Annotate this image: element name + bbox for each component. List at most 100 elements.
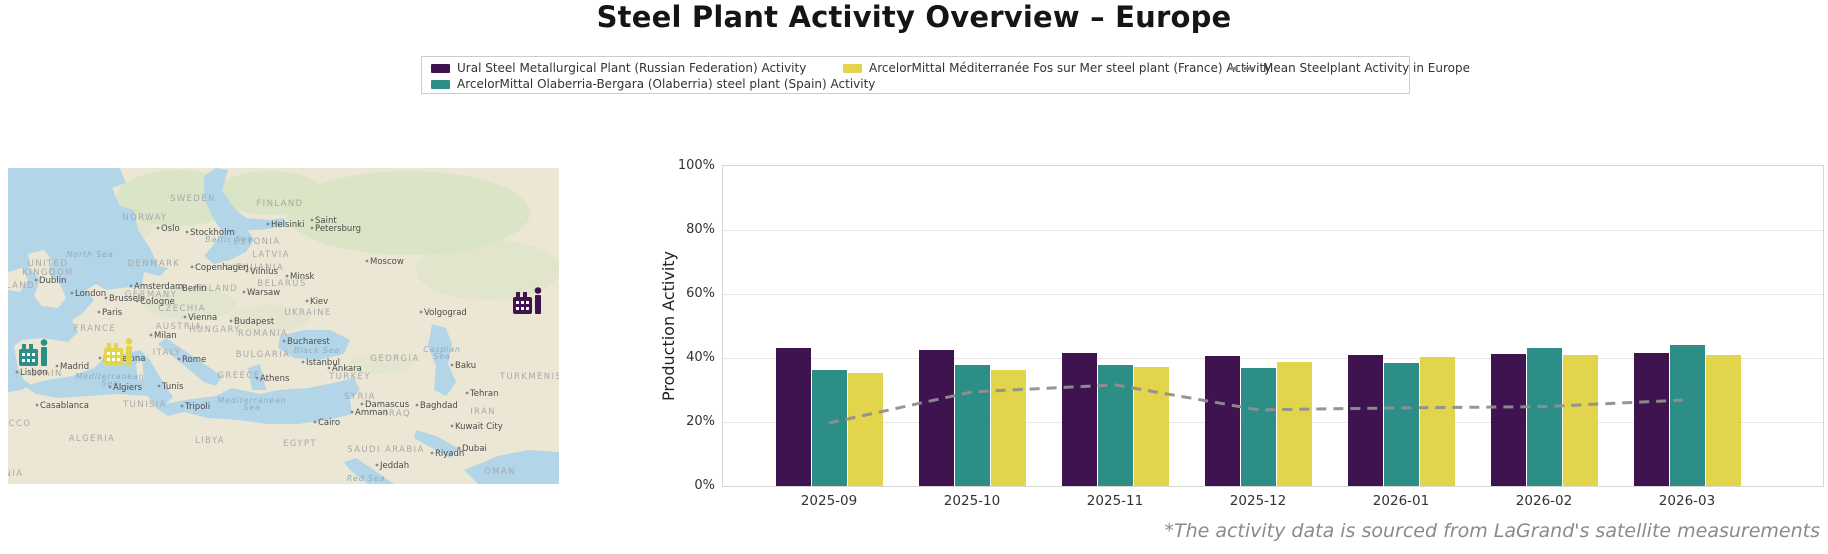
- mediterranean-sea: [24, 350, 360, 424]
- water-label: Caspian: [423, 345, 461, 354]
- city-dot: [98, 356, 102, 360]
- city-label: Algiers: [113, 383, 143, 393]
- country-label: POLAND: [194, 284, 238, 294]
- chart-legend: Ural Steel Metallurgical Plant (Russian …: [421, 56, 1470, 94]
- legend-column-2: ArcelorMittal Méditerranée Fos sur Mer s…: [843, 61, 1271, 75]
- great-britain-island: [28, 250, 66, 308]
- legend-item: ArcelorMittal Méditerranée Fos sur Mer s…: [843, 61, 1271, 75]
- y-axis-title: Production Activity: [659, 250, 678, 402]
- city-label: London: [75, 289, 106, 299]
- baltic-sea: [204, 168, 286, 264]
- country-label: GREECE: [218, 371, 261, 381]
- color-swatch: [431, 79, 450, 89]
- city-dot: [430, 451, 434, 455]
- city-dot: [266, 222, 270, 226]
- bar-series1-2026-03: [1633, 352, 1669, 486]
- city-label: Rome: [182, 355, 206, 365]
- city-dot: [327, 366, 331, 370]
- activity-bar-chart: Production Activity 0% 20% 40% 60% 80% 100% 20…: [659, 158, 1824, 509]
- city-dot: [465, 391, 469, 395]
- water-label: Mediterranean: [217, 396, 286, 405]
- city-label: Madrid: [60, 362, 89, 372]
- x-tick-label: 2025-09: [800, 493, 858, 509]
- city-label: Volgograd: [424, 308, 467, 318]
- country-label: UNITED: [28, 259, 69, 269]
- city-label: Kiev: [310, 297, 328, 307]
- map-vegetation: [286, 171, 530, 255]
- city-label: Budapest: [234, 317, 275, 327]
- city-label: Vilnius: [250, 267, 278, 277]
- country-label: ALGERIA: [69, 434, 116, 444]
- city-dot: [157, 384, 161, 388]
- city-dot: [255, 376, 259, 380]
- city-label: Kuwait City: [455, 422, 503, 432]
- country-label: ESTONIA: [233, 237, 280, 247]
- y-tick-label: 0%: [694, 478, 715, 493]
- legend-column-3: Mean Steelplant Activity in Europe: [1229, 61, 1470, 75]
- country-label: TUNISIA: [122, 400, 167, 410]
- city-dot: [177, 286, 181, 290]
- plot-area: 0% 20% 40% 60% 80% 100% 2025-09 2025-10 2025-11 2…: [678, 158, 1824, 509]
- y-tick-label: 60%: [686, 286, 715, 301]
- bar-series3-2025-09: [847, 373, 883, 486]
- x-tick-label: 2026-02: [1515, 493, 1573, 509]
- city-dot: [285, 274, 289, 278]
- city-label: Cologne: [140, 297, 175, 307]
- city-dot: [190, 265, 194, 269]
- bar-series1-2025-11: [1061, 352, 1097, 486]
- water-label: Black Sea: [294, 346, 340, 355]
- country-label: LIBYA: [195, 436, 225, 446]
- country-label: TURKEY: [328, 372, 371, 382]
- legend-label: Mean Steelplant Activity in Europe: [1263, 61, 1471, 75]
- city-label: Jeddah: [379, 461, 409, 471]
- gridline: [723, 230, 1823, 231]
- legend-item: Mean Steelplant Activity in Europe: [1229, 61, 1470, 75]
- country-label: NORWAY: [122, 213, 167, 223]
- city-dot: [450, 363, 454, 367]
- legend-column-1: Ural Steel Metallurgical Plant (Russian …: [431, 61, 875, 91]
- city-label: Baghdad: [420, 401, 458, 411]
- caspian-sea: [428, 324, 456, 396]
- city-dot: [55, 364, 59, 368]
- bar-series2-2026-01: [1383, 363, 1419, 486]
- legend-item: ArcelorMittal Olaberria-Bergara (Olaberr…: [431, 77, 875, 91]
- city-dot: [313, 420, 317, 424]
- city-dot: [149, 333, 153, 337]
- city-dot: [305, 299, 309, 303]
- city-label: Ankara: [332, 364, 362, 374]
- x-tick-label: 2026-01: [1372, 493, 1430, 509]
- legend-label: ArcelorMittal Olaberria-Bergara (Olaberr…: [457, 77, 876, 91]
- city-dot: [156, 226, 160, 230]
- city-label: Lisbon: [20, 368, 48, 378]
- city-label: Cairo: [318, 418, 340, 428]
- city-label: Bucharest: [287, 337, 330, 347]
- sicily-island: [168, 386, 182, 398]
- bar-series3-2026-03: [1705, 355, 1741, 486]
- city-dot: [177, 357, 181, 361]
- city-dot: [70, 291, 74, 295]
- water-label: North Sea: [66, 250, 113, 259]
- country-label: OCCO: [8, 419, 31, 429]
- city-dot: [15, 370, 19, 374]
- country-label: FINLAND: [256, 199, 303, 209]
- bar-series1-2025-12: [1204, 356, 1240, 486]
- x-tick-label: 2025-10: [943, 493, 1001, 509]
- city-label: Warsaw: [247, 288, 280, 298]
- mean-activity-line: [828, 383, 1688, 425]
- country-label: ITALY: [153, 348, 182, 358]
- city-label: Tunis: [161, 382, 184, 392]
- city-label: Riyadh: [435, 449, 464, 459]
- country-label: GERMANY: [125, 290, 177, 300]
- y-tick-label: 40%: [686, 350, 715, 365]
- map-vegetation: [416, 240, 560, 300]
- country-label: KINGDOM: [22, 268, 73, 278]
- city-dot: [310, 218, 314, 222]
- city-dot: [104, 296, 108, 300]
- country-label: IRAQ: [385, 409, 411, 419]
- city-dot: [180, 404, 184, 408]
- city-label: Copenhagen: [195, 263, 249, 273]
- city-label: Berlin: [182, 284, 207, 294]
- country-label: UKRAINE: [284, 308, 331, 318]
- black-sea: [278, 330, 350, 360]
